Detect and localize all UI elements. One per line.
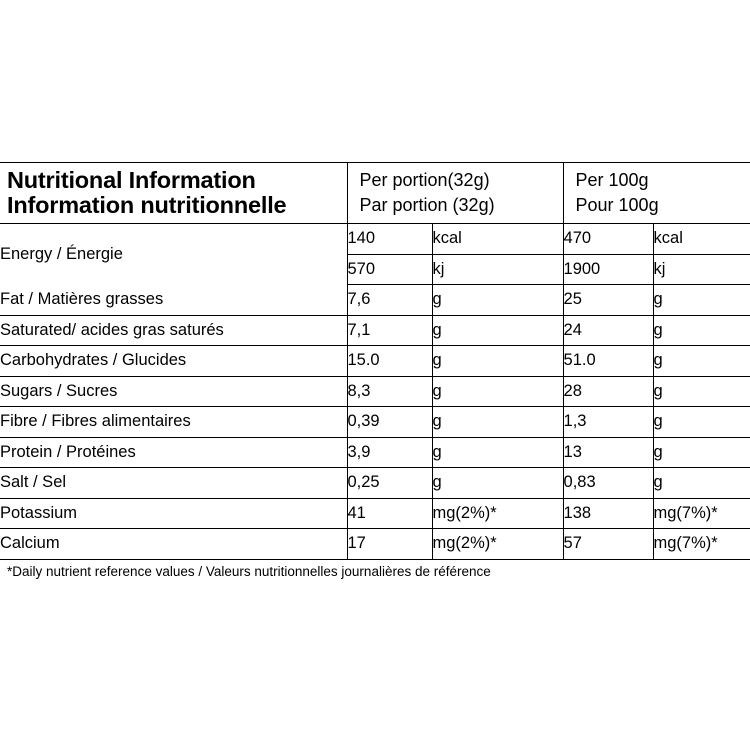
table-row: Potassium 41 mg(2%)* 138 mg(7%)* [0, 498, 750, 529]
nutrient-name: Potassium [0, 498, 347, 529]
per-100g-unit: g [652, 406, 750, 438]
per-100g-value: 0,83 [562, 467, 654, 499]
portion-value: 41 [346, 498, 432, 529]
per-100g-unit: g [652, 315, 750, 346]
portion-unit: g [431, 376, 564, 407]
portion-value: 0,39 [346, 406, 432, 438]
portion-value: 570 [346, 254, 432, 285]
portion-unit: g [431, 437, 564, 468]
per-100g-value: 13 [562, 437, 654, 468]
per-100g-unit: g [652, 467, 750, 499]
portion-unit: kcal [431, 223, 564, 255]
table-row: Fibre / Fibres alimentaires 0,39 g 1,3 g [0, 406, 750, 438]
nutrition-table: Nutritional Information Information nutr… [0, 162, 750, 560]
portion-unit: kj [431, 254, 564, 285]
portion-value: 140 [346, 223, 432, 255]
per-100g-value: 25 [562, 284, 654, 316]
footnote: *Daily nutrient reference values / Valeu… [7, 564, 491, 579]
per-100g-unit: kj [652, 254, 750, 285]
table-header-row: Nutritional Information Information nutr… [0, 162, 750, 224]
per-100g-value: 51.0 [562, 345, 654, 377]
table-row: Salt / Sel 0,25 g 0,83 g [0, 467, 750, 499]
nutrient-name: Energy / Énergie [0, 244, 123, 263]
nutrient-name: Salt / Sel [0, 467, 347, 499]
portion-value: 8,3 [346, 376, 432, 407]
per-100g-unit: mg(7%)* [652, 498, 750, 529]
table-row: Sugars / Sucres 8,3 g 28 g [0, 376, 750, 407]
per-100g-value: 24 [562, 315, 654, 346]
per-100g-value: 470 [562, 223, 654, 255]
per-100g-unit: g [652, 437, 750, 468]
per-100g-english: Per 100g [575, 170, 649, 190]
table-row: Saturated/ acides gras saturés 7,1 g 24 … [0, 315, 750, 346]
nutrient-name: Protein / Protéines [0, 437, 347, 468]
table-row-energy-kcal: Energy / Énergie 140 kcal 470 kcal [0, 223, 750, 263]
per-100g-unit: g [652, 345, 750, 377]
table-row-energy-kj: 570 kj 1900 kj [0, 254, 750, 285]
nutrient-name: Fat / Matières grasses [0, 284, 347, 316]
per-100g-value: 1900 [562, 254, 654, 285]
portion-unit: g [431, 315, 564, 346]
nutrient-name: Fibre / Fibres alimentaires [0, 406, 347, 438]
per-100g-value: 1,3 [562, 406, 654, 438]
table-row: Protein / Protéines 3,9 g 13 g [0, 437, 750, 468]
per-100g-unit: kcal [652, 223, 750, 255]
nutrient-name: Carbohydrates / Glucides [0, 345, 347, 377]
nutrient-name: Saturated/ acides gras saturés [0, 315, 347, 346]
per-100g-header: Per 100g Pour 100g [563, 162, 750, 224]
portion-unit: g [431, 345, 564, 377]
portion-value: 17 [346, 528, 432, 560]
per-portion-english: Per portion(32g) [359, 170, 490, 190]
portion-value: 3,9 [346, 437, 432, 468]
table-row: Fat / Matières grasses 7,6 g 25 g [0, 284, 750, 316]
nutrient-name: Sugars / Sucres [0, 376, 347, 407]
portion-unit: mg(2%)* [431, 498, 564, 529]
per-portion-header: Per portion(32g) Par portion (32g) [347, 162, 564, 224]
per-100g-unit: mg(7%)* [652, 528, 750, 560]
per-100g-value: 57 [562, 528, 654, 560]
nutrient-name: Calcium [0, 528, 347, 560]
table-row: Calcium 17 mg(2%)* 57 mg(7%)* [0, 528, 750, 560]
portion-unit: g [431, 406, 564, 438]
portion-value: 7,1 [346, 315, 432, 346]
portion-value: 7,6 [346, 284, 432, 316]
table-title: Nutritional Information Information nutr… [0, 162, 348, 224]
portion-unit: g [431, 284, 564, 316]
portion-unit: mg(2%)* [431, 528, 564, 560]
per-100g-unit: g [652, 376, 750, 407]
per-portion-french: Par portion (32g) [359, 195, 495, 215]
title-french: Information nutritionnelle [7, 192, 287, 218]
per-100g-unit: g [652, 284, 750, 316]
table-row: Carbohydrates / Glucides 15.0 g 51.0 g [0, 345, 750, 377]
title-english: Nutritional Information [7, 167, 256, 193]
per-100g-value: 138 [562, 498, 654, 529]
per-100g-value: 28 [562, 376, 654, 407]
portion-unit: g [431, 467, 564, 499]
per-100g-french: Pour 100g [575, 195, 659, 215]
portion-value: 0,25 [346, 467, 432, 499]
portion-value: 15.0 [346, 345, 432, 377]
